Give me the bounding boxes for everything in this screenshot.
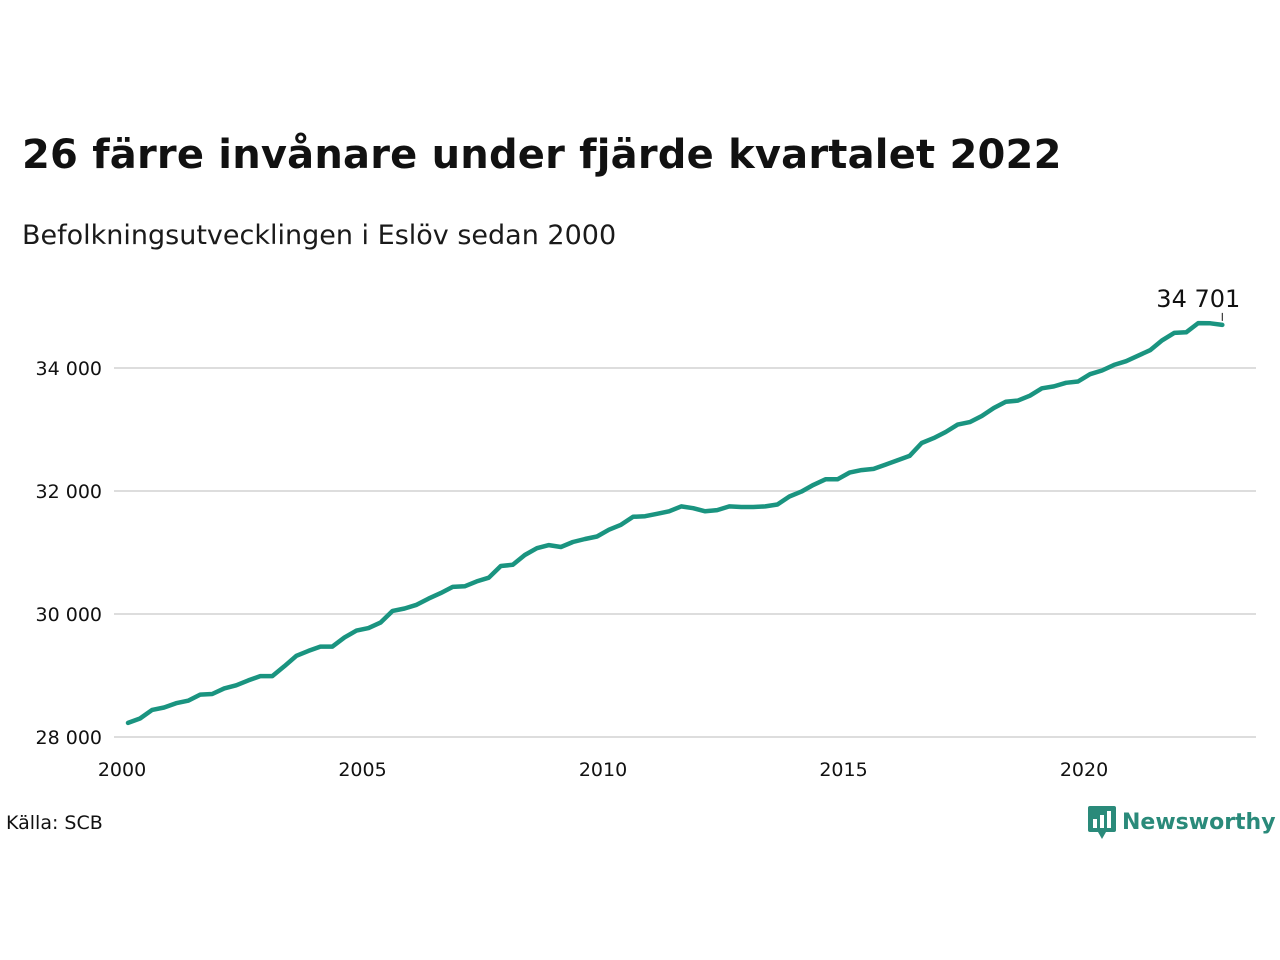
newsworthy-chart-bubble-icon [1088,804,1116,840]
y-axis-tick-labels: 28 000 30 000 32 000 34 000 [36,358,102,749]
x-tick-label: 2005 [338,759,386,781]
chart-title: 26 färre invånare under fjärde kvartalet… [22,132,1062,178]
x-tick-label: 2000 [98,759,146,781]
x-tick-label: 2015 [819,759,867,781]
y-tick-label: 32 000 [36,481,102,503]
chart-subtitle: Befolkningsutvecklingen i Eslöv sedan 20… [22,220,617,251]
y-tick-label: 34 000 [36,358,102,380]
x-tick-label: 2010 [579,759,627,781]
series-layer [125,320,1225,726]
x-axis-tick-labels: 2000 2005 2010 2015 2020 [98,759,1108,781]
source-note: Källa: SCB [6,812,103,834]
population-line [125,320,1225,726]
end-value-annotation: 34 701 [1156,285,1240,321]
y-tick-label: 28 000 [36,727,102,749]
brand-name: Newsworthy [1122,809,1276,835]
y-tick-label: 30 000 [36,604,102,626]
newsworthy-logo[interactable]: Newsworthy [1088,804,1276,840]
gridlines [114,367,1256,738]
end-value-label: 34 701 [1156,285,1240,313]
x-tick-label: 2020 [1060,759,1108,781]
